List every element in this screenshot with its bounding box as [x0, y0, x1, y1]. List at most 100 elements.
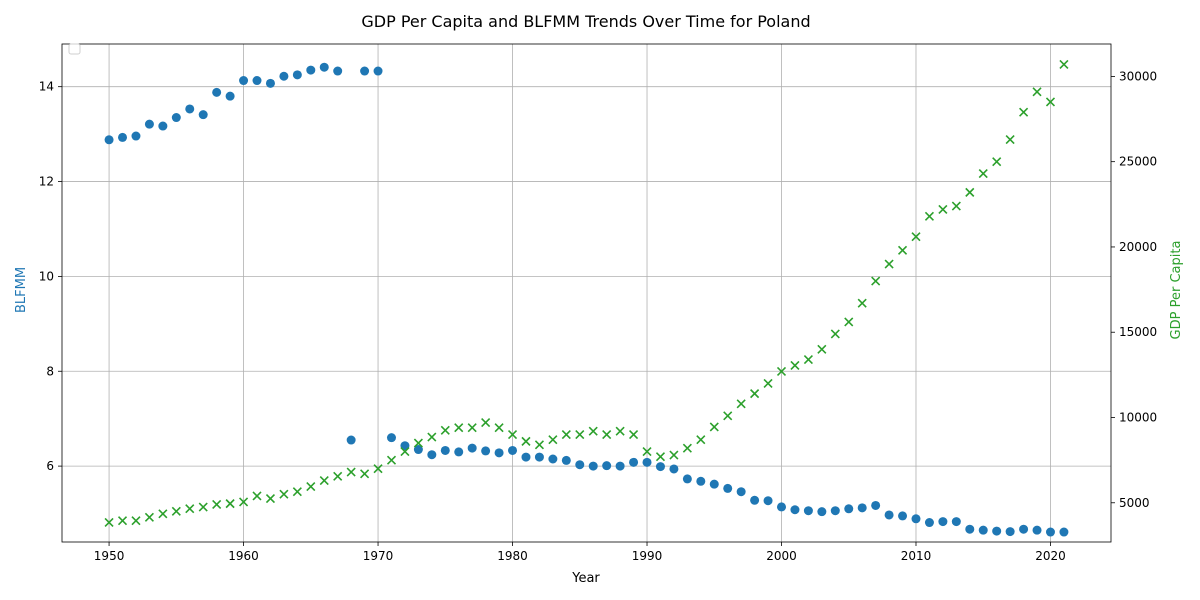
blfmm-point [696, 477, 705, 486]
gdp-point [199, 503, 207, 511]
gdp-point [831, 330, 839, 338]
gdp-point [1006, 136, 1014, 144]
gdp-point [952, 202, 960, 210]
left-y-axis-label: BLFMM [14, 267, 29, 313]
blfmm-point [575, 460, 584, 469]
blfmm-point [105, 135, 114, 144]
blfmm-point [858, 503, 867, 512]
x-tick-label: 2010 [901, 549, 932, 563]
gdp-point [428, 433, 436, 441]
gdp-point [630, 431, 638, 439]
blfmm-point [239, 76, 248, 85]
gdp-point [347, 468, 355, 476]
left-y-tick-label: 12 [39, 175, 54, 189]
blfmm-point [911, 514, 920, 523]
blfmm-point [683, 474, 692, 483]
blfmm-point [656, 462, 665, 471]
blfmm-point [226, 92, 235, 101]
right-y-axis-label: GDP Per Capita [1169, 241, 1184, 340]
gdp-point [145, 513, 153, 521]
plot-frame [62, 44, 1111, 542]
gdp-point [724, 412, 732, 420]
right-y-tick-label: 30000 [1119, 69, 1157, 83]
gdp-point [939, 205, 947, 213]
gdp-point [697, 436, 705, 444]
blfmm-point [629, 458, 638, 467]
blfmm-point [562, 456, 571, 465]
blfmm-point [266, 79, 275, 88]
gdp-point [656, 453, 664, 461]
gdp-point [858, 299, 866, 307]
blfmm-point [1006, 527, 1015, 536]
gdp-point [683, 444, 691, 452]
blfmm-point [468, 444, 477, 453]
blfmm-point [898, 511, 907, 520]
right-y-tick-label: 5000 [1119, 496, 1150, 510]
blfmm-point [158, 122, 167, 131]
gdp-point [925, 212, 933, 220]
blfmm-point [925, 518, 934, 527]
gdp-point [159, 510, 167, 518]
x-tick-label: 1950 [94, 549, 125, 563]
blfmm-point [293, 70, 302, 79]
blfmm-point [804, 506, 813, 515]
x-tick-label: 1990 [632, 549, 663, 563]
legend-box [69, 44, 80, 54]
blfmm-point [118, 133, 127, 142]
blfmm-point [764, 496, 773, 505]
blfmm-point [495, 448, 504, 457]
gdp-point [670, 451, 678, 459]
blfmm-point [279, 72, 288, 81]
blfmm-point [481, 446, 490, 455]
left-y-tick-label: 8 [46, 364, 54, 378]
gdp-point [213, 500, 221, 508]
right-y-tick-label: 10000 [1119, 411, 1157, 425]
gdp-point [966, 188, 974, 196]
x-tick-label: 1980 [497, 549, 528, 563]
blfmm-point [212, 88, 221, 97]
gdp-point [751, 390, 759, 398]
gdp-point [482, 419, 490, 427]
gdp-point [226, 500, 234, 508]
blfmm-point [360, 67, 369, 76]
blfmm-point [131, 132, 140, 141]
x-axis-label: Year [571, 571, 600, 586]
blfmm-point [979, 526, 988, 535]
axes-layer: 1950 1960 1970 1980 1990 2000 2010 2020 6 8 10 12 14… [39, 44, 1157, 563]
blfmm-point [602, 461, 611, 470]
gdp-point [979, 170, 987, 178]
blfmm-point [938, 517, 947, 526]
gdp-point [804, 356, 812, 364]
blfmm-point [199, 110, 208, 119]
left-y-tick-label: 6 [46, 459, 54, 473]
x-tick-label: 2000 [766, 549, 797, 563]
gdp-point [307, 483, 315, 491]
gdp-point [495, 424, 503, 432]
gdp-point [387, 456, 395, 464]
gdp-point [119, 517, 127, 525]
blfmm-point [844, 504, 853, 513]
gdp-point [172, 507, 180, 515]
blfmm-point [387, 433, 396, 442]
blfmm-point [817, 507, 826, 516]
blfmm-point [1019, 525, 1028, 534]
gdp-point [441, 426, 449, 434]
blfmm-point [185, 104, 194, 113]
blfmm-point [952, 517, 961, 526]
gdp-point [562, 431, 570, 439]
grid-layer [62, 44, 1111, 542]
right-y-tick-label: 15000 [1119, 325, 1157, 339]
gdp-point [885, 260, 893, 268]
blfmm-point [790, 505, 799, 514]
blfmm-point [374, 67, 383, 76]
gdp-point [818, 345, 826, 353]
x-tick-label: 1960 [228, 549, 259, 563]
blfmm-point [669, 464, 678, 473]
points-layer [105, 60, 1069, 536]
blfmm-point [777, 502, 786, 511]
gdp-point [132, 517, 140, 525]
gdp-point [293, 488, 301, 496]
blfmm-point [750, 496, 759, 505]
gdp-point [1020, 108, 1028, 116]
